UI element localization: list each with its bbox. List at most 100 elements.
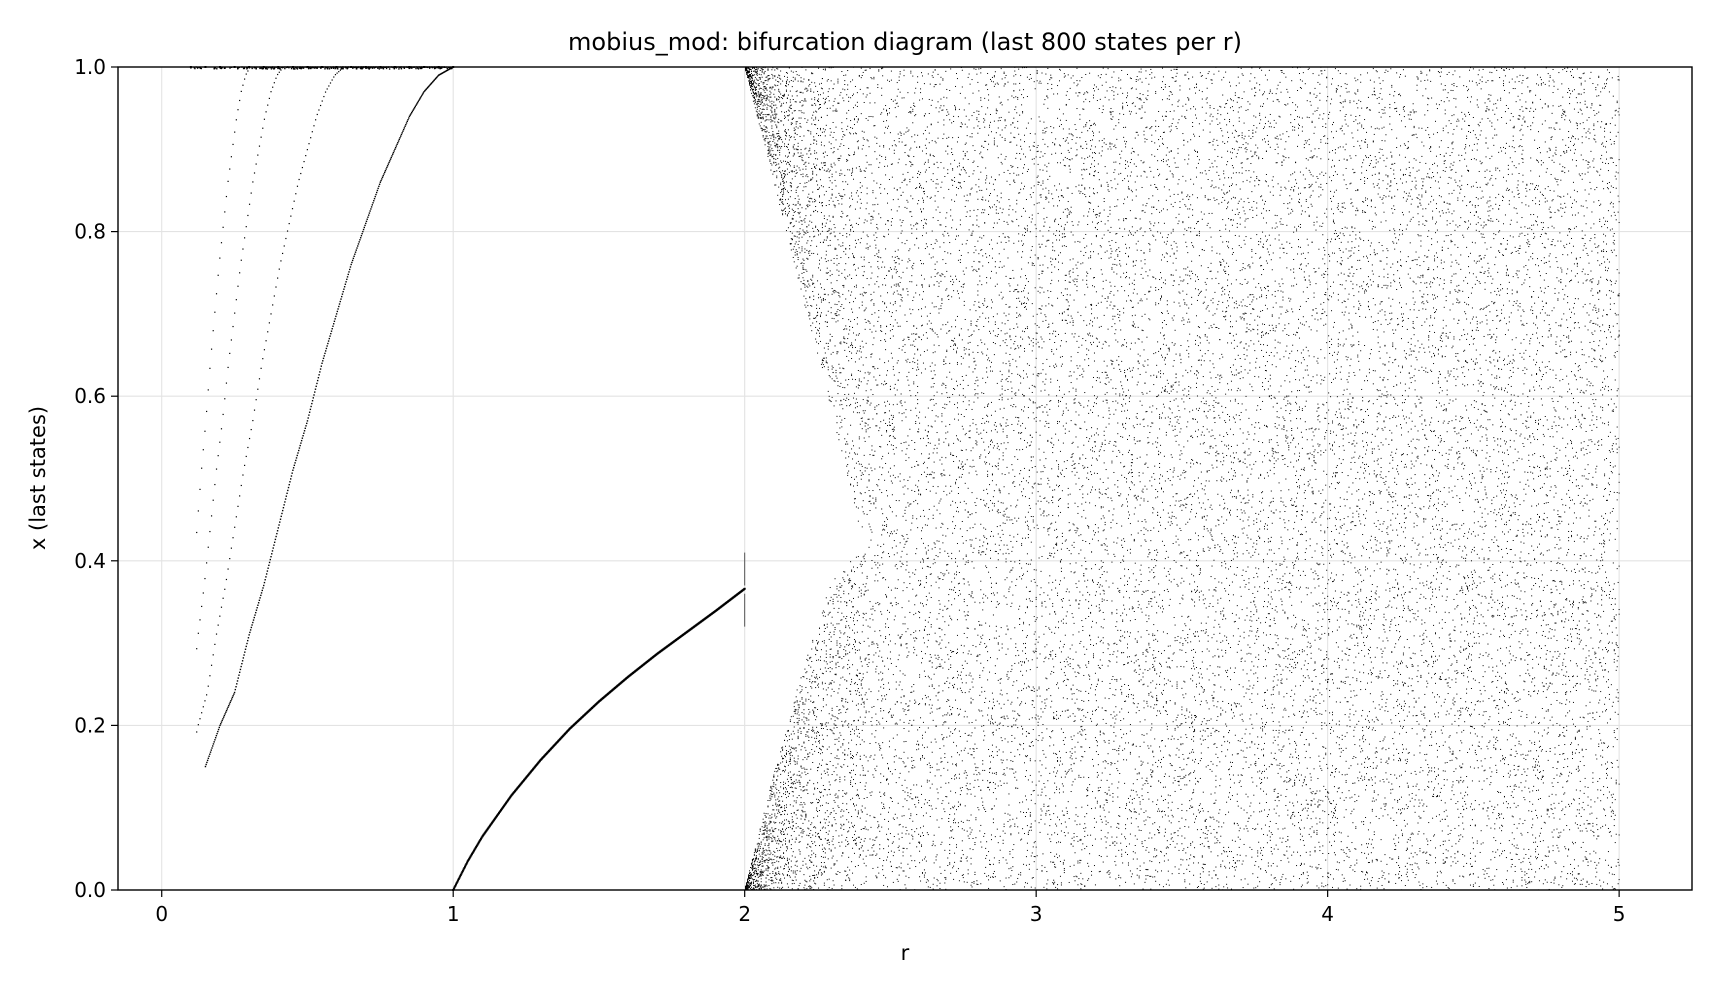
data-point: [805, 863, 807, 865]
data-point: [749, 880, 751, 882]
data-point: [784, 745, 786, 747]
data-point: [280, 515, 282, 518]
data-point: [792, 214, 794, 216]
data-point: [795, 800, 797, 802]
data-point: [834, 247, 836, 249]
data-point: [794, 139, 796, 141]
data-point: [773, 786, 775, 788]
data-point: [240, 484, 242, 487]
data-point: [827, 95, 829, 97]
data-point: [803, 802, 805, 804]
data-point: [268, 322, 270, 324]
data-point: [839, 637, 841, 639]
data-point: [791, 747, 793, 749]
data-point: [752, 82, 754, 84]
data-point: [784, 115, 786, 117]
data-point: [840, 343, 842, 345]
data-point: [770, 86, 772, 88]
data-point: [754, 89, 756, 91]
data-point: [827, 260, 829, 262]
data-point: [748, 885, 750, 887]
data-point: [845, 720, 847, 722]
data-point: [837, 651, 839, 653]
data-point: [766, 130, 768, 132]
data-point: [750, 85, 752, 87]
data-point: [815, 206, 817, 208]
data-point: [754, 76, 756, 78]
data-point: [749, 79, 751, 81]
data-point: [310, 67, 313, 69]
data-point: [235, 516, 237, 518]
data-point: [767, 829, 769, 831]
data-point: [782, 828, 784, 830]
data-point: [763, 86, 765, 88]
data-point: [804, 118, 806, 120]
data-point: [768, 149, 770, 151]
data-point: [752, 883, 754, 885]
data-point: [836, 304, 838, 306]
data-point: [758, 73, 760, 75]
data-point: [849, 666, 851, 668]
data-point: [806, 731, 808, 733]
data-point: [824, 812, 826, 814]
data-point: [846, 112, 848, 114]
data-point: [810, 278, 812, 280]
data-point: [820, 212, 822, 214]
data-point: [816, 809, 818, 811]
data-point: [849, 302, 851, 304]
data-point: [805, 700, 807, 702]
data-point: [825, 357, 827, 359]
data-point: [815, 226, 817, 228]
data-point: [810, 325, 812, 327]
data-point: [800, 80, 802, 82]
data-point: [773, 158, 775, 160]
data-point: [753, 860, 755, 862]
data-point: [844, 338, 846, 340]
data-point: [457, 878, 460, 881]
data-point: [272, 67, 274, 69]
data-point: [800, 110, 802, 112]
data-point: [809, 201, 811, 203]
data-point: [758, 843, 760, 845]
data-point: [840, 746, 842, 748]
data-point: [837, 158, 839, 160]
data-point: [801, 246, 803, 248]
data-point: [834, 627, 836, 629]
data-point: [830, 849, 832, 851]
data-point: [331, 79, 333, 81]
data-point: [791, 755, 793, 757]
data-point: [831, 825, 833, 827]
data-point: [758, 83, 760, 85]
data-point: [393, 150, 395, 152]
data-point: [772, 794, 774, 796]
data-point: [786, 72, 788, 74]
data-point: [403, 127, 406, 129]
data-point: [776, 856, 778, 858]
data-point: [758, 105, 760, 107]
data-point: [758, 96, 760, 98]
data-point: [822, 186, 824, 188]
data-point: [261, 67, 263, 70]
data-point: [389, 158, 392, 160]
data-point: [819, 792, 821, 794]
data-point: [197, 724, 199, 726]
data-point: [745, 70, 747, 72]
data-point: [253, 616, 255, 619]
data-point: [804, 771, 806, 773]
data-point: [824, 682, 826, 684]
data-point: [822, 727, 824, 729]
data-point: [814, 103, 816, 105]
data-point: [756, 71, 758, 73]
data-point: [783, 834, 785, 836]
data-point: [257, 604, 259, 606]
data-point: [837, 661, 839, 663]
data-point: [773, 774, 775, 776]
data-point: [847, 215, 849, 217]
data-point: [756, 73, 758, 75]
data-point: [845, 701, 847, 703]
data-point: [808, 162, 810, 164]
data-point: [820, 791, 822, 793]
data-point: [755, 78, 757, 80]
data-point: [819, 269, 821, 271]
data-point: [783, 188, 785, 189]
